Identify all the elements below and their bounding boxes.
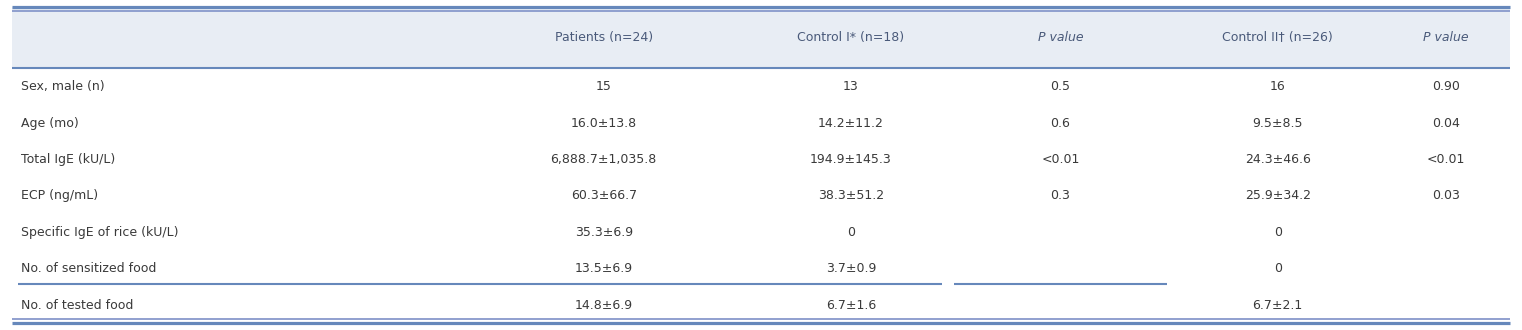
Bar [12,7,1510,68]
Text: 16: 16 [1269,80,1286,93]
Text: Control I* (n=18): Control I* (n=18) [798,31,904,44]
Text: Total IgE (kU/L): Total IgE (kU/L) [21,153,116,166]
Text: 194.9±145.3: 194.9±145.3 [810,153,892,166]
Text: Age (mo): Age (mo) [21,116,79,129]
Text: ECP (ng/mL): ECP (ng/mL) [21,189,99,202]
Text: 0.3: 0.3 [1050,189,1070,202]
Text: 0.03: 0.03 [1432,189,1460,202]
Text: 24.3±46.6: 24.3±46.6 [1245,153,1310,166]
Text: 35.3±6.9: 35.3±6.9 [575,226,633,239]
Text: <0.01: <0.01 [1041,153,1079,166]
Text: 6.7±1.6: 6.7±1.6 [826,299,877,312]
Text: Patients (n=24): Patients (n=24) [554,31,653,44]
Text: P value: P value [1423,31,1469,44]
Text: 60.3±66.7: 60.3±66.7 [571,189,636,202]
Text: 25.9±34.2: 25.9±34.2 [1245,189,1310,202]
Text: 14.2±11.2: 14.2±11.2 [817,116,884,129]
Text: 13.5±6.9: 13.5±6.9 [575,262,633,275]
Text: Sex, male (n): Sex, male (n) [21,80,105,93]
Text: 0: 0 [1274,226,1282,239]
Text: P value: P value [1038,31,1084,44]
Text: 14.8±6.9: 14.8±6.9 [575,299,633,312]
Text: 16.0±13.8: 16.0±13.8 [571,116,636,129]
Text: 6,888.7±1,035.8: 6,888.7±1,035.8 [551,153,658,166]
Text: 15: 15 [595,80,612,93]
Text: Control II† (n=26): Control II† (n=26) [1222,31,1333,44]
Text: 0.04: 0.04 [1432,116,1460,129]
Text: 6.7±2.1: 6.7±2.1 [1253,299,1303,312]
Text: 0: 0 [846,226,855,239]
Text: 9.5±8.5: 9.5±8.5 [1253,116,1303,129]
Text: <0.01: <0.01 [1428,153,1466,166]
Text: 3.7±0.9: 3.7±0.9 [825,262,877,275]
Text: No. of tested food: No. of tested food [21,299,134,312]
Text: 13: 13 [843,80,858,93]
Text: Specific IgE of rice (kU/L): Specific IgE of rice (kU/L) [21,226,178,239]
Text: 0.6: 0.6 [1050,116,1070,129]
Text: 0: 0 [1274,262,1282,275]
Text: 38.3±51.2: 38.3±51.2 [817,189,884,202]
Text: No. of sensitized food: No. of sensitized food [21,262,157,275]
Text: 0.5: 0.5 [1050,80,1070,93]
Text: 0.90: 0.90 [1432,80,1460,93]
